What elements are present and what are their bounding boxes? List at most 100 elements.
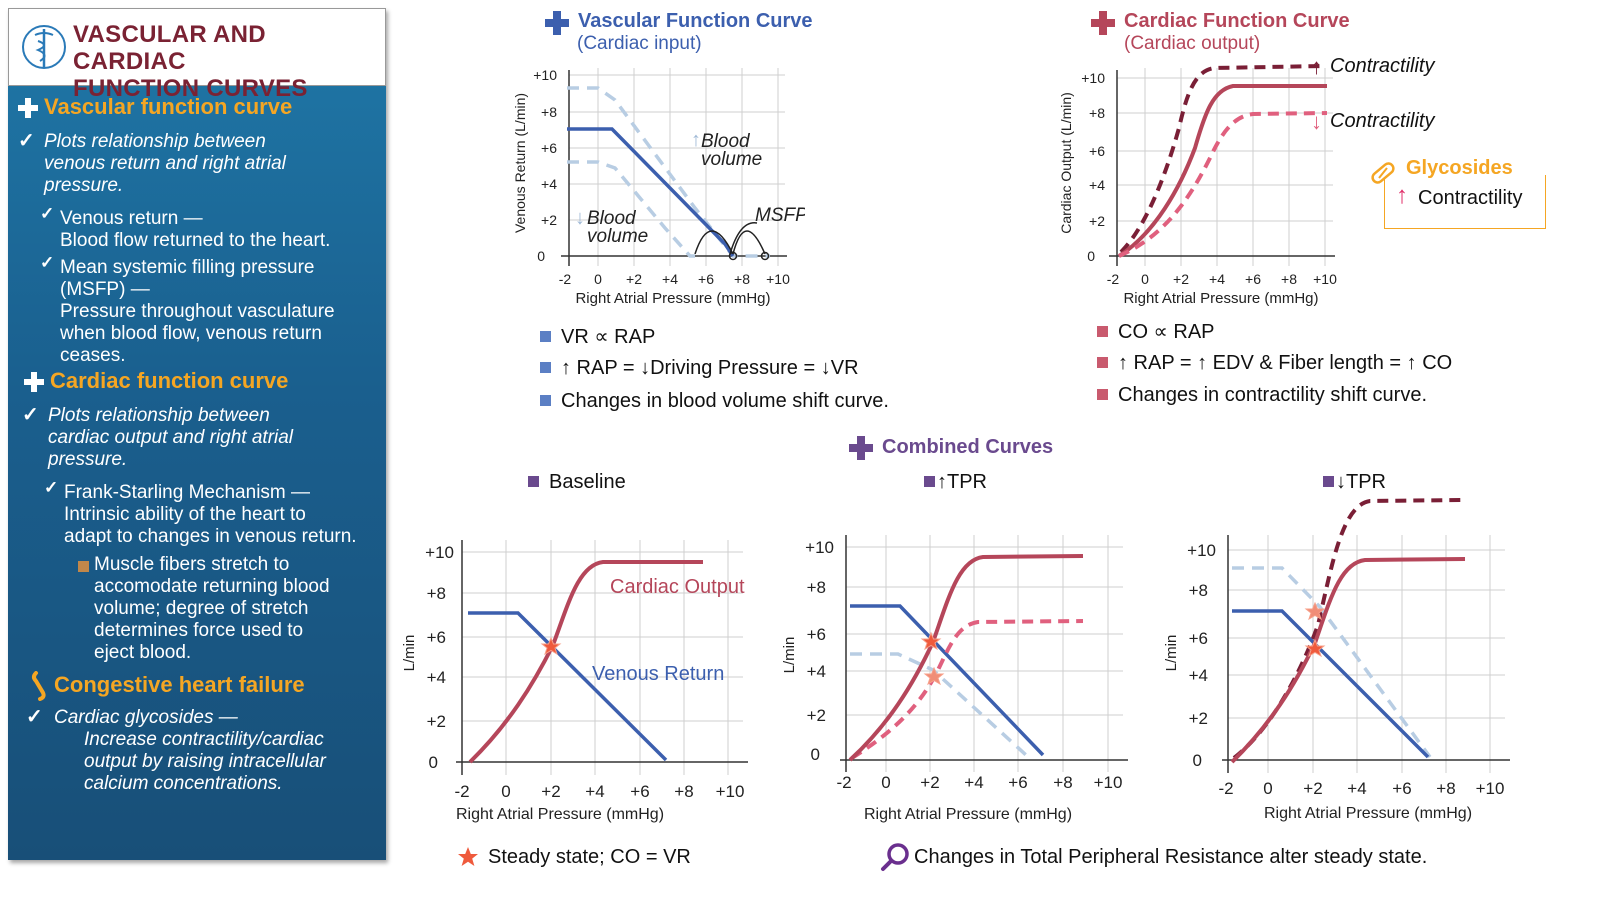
y-axis-label: L/min bbox=[1163, 635, 1180, 672]
check-icon: ✓ bbox=[22, 404, 39, 426]
new-steady-state-star-icon bbox=[1304, 601, 1326, 621]
x-tick: +2 bbox=[541, 782, 560, 801]
decreased-contractility-curve bbox=[1118, 111, 1328, 258]
y-tick: 0 bbox=[429, 753, 438, 772]
y-tick: +10 bbox=[805, 538, 834, 557]
cardiac-curve-title: Cardiac Function Curve bbox=[1124, 10, 1350, 32]
square-bullet-icon bbox=[78, 561, 89, 572]
combined-curves-title: Combined Curves bbox=[882, 436, 1054, 458]
y-tick-labels: +10 +8 +6 +4 +2 0 bbox=[1187, 541, 1216, 770]
new-venous-return-curve bbox=[1232, 566, 1432, 759]
y-tick: +2 bbox=[541, 212, 557, 228]
x-tick: 0 bbox=[1141, 271, 1149, 287]
decreased-tpr-label: ↓TPR bbox=[1323, 471, 1386, 494]
chf-point-1: Cardiac glycosides — Increase contractil… bbox=[54, 707, 326, 794]
vascular-curve-subtitle: (Cardiac input) bbox=[577, 33, 702, 54]
vascular-bullet-1: VR ∝ RAP bbox=[540, 324, 655, 349]
steady-state-note: Steady state; CO = VR bbox=[488, 846, 691, 868]
y-axis-label: Venous Return (L/min) bbox=[512, 93, 528, 233]
check-icon: ✓ bbox=[40, 253, 55, 272]
plus-icon bbox=[849, 436, 873, 460]
y-tick-labels: +10 +8 +6 +4 +2 0 bbox=[1081, 70, 1105, 264]
check-icon: ✓ bbox=[26, 706, 43, 728]
star-icon bbox=[458, 847, 478, 866]
y-tick: +8 bbox=[1089, 105, 1105, 121]
vascular-heading: Vascular function curve bbox=[44, 94, 293, 119]
x-tick: 0 bbox=[501, 782, 510, 801]
x-tick: 0 bbox=[1263, 779, 1272, 798]
grid bbox=[1228, 535, 1505, 773]
y-tick: +10 bbox=[533, 67, 557, 83]
vascular-bullet-2: ↑ RAP = ↓Driving Pressure = ↓VR bbox=[540, 357, 859, 380]
y-tick: +2 bbox=[427, 712, 446, 731]
y-tick: +10 bbox=[425, 543, 454, 562]
x-tick-labels: -2 0 +2 +4 +6 +8 +10 bbox=[1218, 779, 1504, 798]
caduceus-icon bbox=[22, 25, 66, 69]
x-axis-label: Right Atrial Pressure (mmHg) bbox=[575, 290, 770, 307]
x-tick-labels: -2 0 +2 +4 +6 +8 +10 bbox=[559, 271, 790, 287]
x-tick: +6 bbox=[698, 271, 714, 287]
y-tick: +4 bbox=[807, 662, 826, 681]
x-tick: 0 bbox=[594, 271, 602, 287]
x-tick: +4 bbox=[585, 782, 604, 801]
increased-volume-curve bbox=[567, 86, 770, 258]
decreased-volume-label: Blood bbox=[587, 208, 637, 229]
increased-tpr-label: ↑TPR bbox=[924, 471, 987, 494]
y-tick-labels: +10 +8 +6 +4 +2 0 bbox=[805, 538, 834, 764]
tpr-note: Changes in Total Peripheral Resistance a… bbox=[914, 846, 1428, 868]
plus-icon bbox=[1091, 11, 1115, 35]
cardiac-heading: Cardiac function curve bbox=[50, 368, 289, 393]
x-tick: 0 bbox=[881, 773, 890, 792]
cardiac-bullet-2: ↑ RAP = ↑ EDV & Fiber length = ↑ CO bbox=[1097, 352, 1452, 375]
y-tick: +8 bbox=[807, 578, 826, 597]
up-arrow-icon: ↑ bbox=[1311, 54, 1322, 79]
y-tick: 0 bbox=[811, 745, 820, 764]
vascular-curve-title: Vascular Function Curve bbox=[578, 10, 813, 32]
x-tick-labels: -2 0 +2 +4 +6 +8 +10 bbox=[1107, 271, 1337, 287]
frank-starling-def: Frank-Starling Mechanism — Intrinsic abil… bbox=[64, 482, 357, 547]
down-arrow-icon: ↓ bbox=[575, 207, 585, 229]
steady-state-star-icon bbox=[1304, 638, 1326, 658]
y-tick: +4 bbox=[1089, 177, 1105, 193]
x-tick: +6 bbox=[1008, 773, 1027, 792]
x-tick: +10 bbox=[1476, 779, 1505, 798]
x-tick: +2 bbox=[1303, 779, 1322, 798]
increased-volume-label: Blood bbox=[701, 131, 751, 152]
x-tick: -2 bbox=[454, 782, 469, 801]
x-tick: +4 bbox=[662, 271, 678, 287]
x-tick: +8 bbox=[734, 271, 750, 287]
glycosides-box bbox=[1384, 175, 1546, 229]
x-tick: +4 bbox=[1347, 779, 1366, 798]
venous-return-curve bbox=[468, 611, 668, 762]
check-icon: ✓ bbox=[44, 478, 59, 497]
y-tick: +2 bbox=[807, 706, 826, 725]
new-cardiac-output-curve bbox=[850, 619, 1084, 760]
x-tick-labels: -2 0 +2 +4 +6 +8 +10 bbox=[836, 773, 1122, 792]
grid bbox=[462, 540, 743, 775]
x-tick: +8 bbox=[1436, 779, 1455, 798]
x-tick: +4 bbox=[964, 773, 983, 792]
cardiac-output-label: Cardiac Output bbox=[610, 576, 745, 598]
x-tick: -2 bbox=[1218, 779, 1233, 798]
msfp-point bbox=[760, 251, 770, 261]
msfp-arc bbox=[694, 230, 734, 255]
msfp-arc bbox=[729, 222, 758, 255]
x-tick: +10 bbox=[716, 782, 745, 801]
y-tick: +2 bbox=[1089, 213, 1105, 229]
y-tick: 0 bbox=[1193, 751, 1202, 770]
plus-icon bbox=[24, 372, 44, 392]
venous-return-curve bbox=[850, 604, 1045, 757]
sidebar-panel: VASCULAR AND CARDIAC FUNCTION CURVES Vas… bbox=[8, 8, 386, 860]
up-arrow-icon: ↑ bbox=[1396, 182, 1408, 209]
y-tick: +4 bbox=[1189, 666, 1208, 685]
x-tick: +8 bbox=[1281, 271, 1297, 287]
y-tick: +10 bbox=[1081, 70, 1105, 86]
vascular-bullet-3: Changes in blood volume shift curve. bbox=[540, 390, 889, 413]
x-tick: +8 bbox=[674, 782, 693, 801]
cardiac-point-1: Plots relationship between cardiac output… bbox=[48, 405, 294, 470]
y-tick: +6 bbox=[1189, 629, 1208, 648]
venous-return-curve bbox=[1232, 609, 1430, 759]
x-tick: +10 bbox=[1094, 773, 1123, 792]
bone-icon bbox=[32, 671, 46, 701]
up-arrow-icon: ↑ bbox=[691, 129, 701, 151]
